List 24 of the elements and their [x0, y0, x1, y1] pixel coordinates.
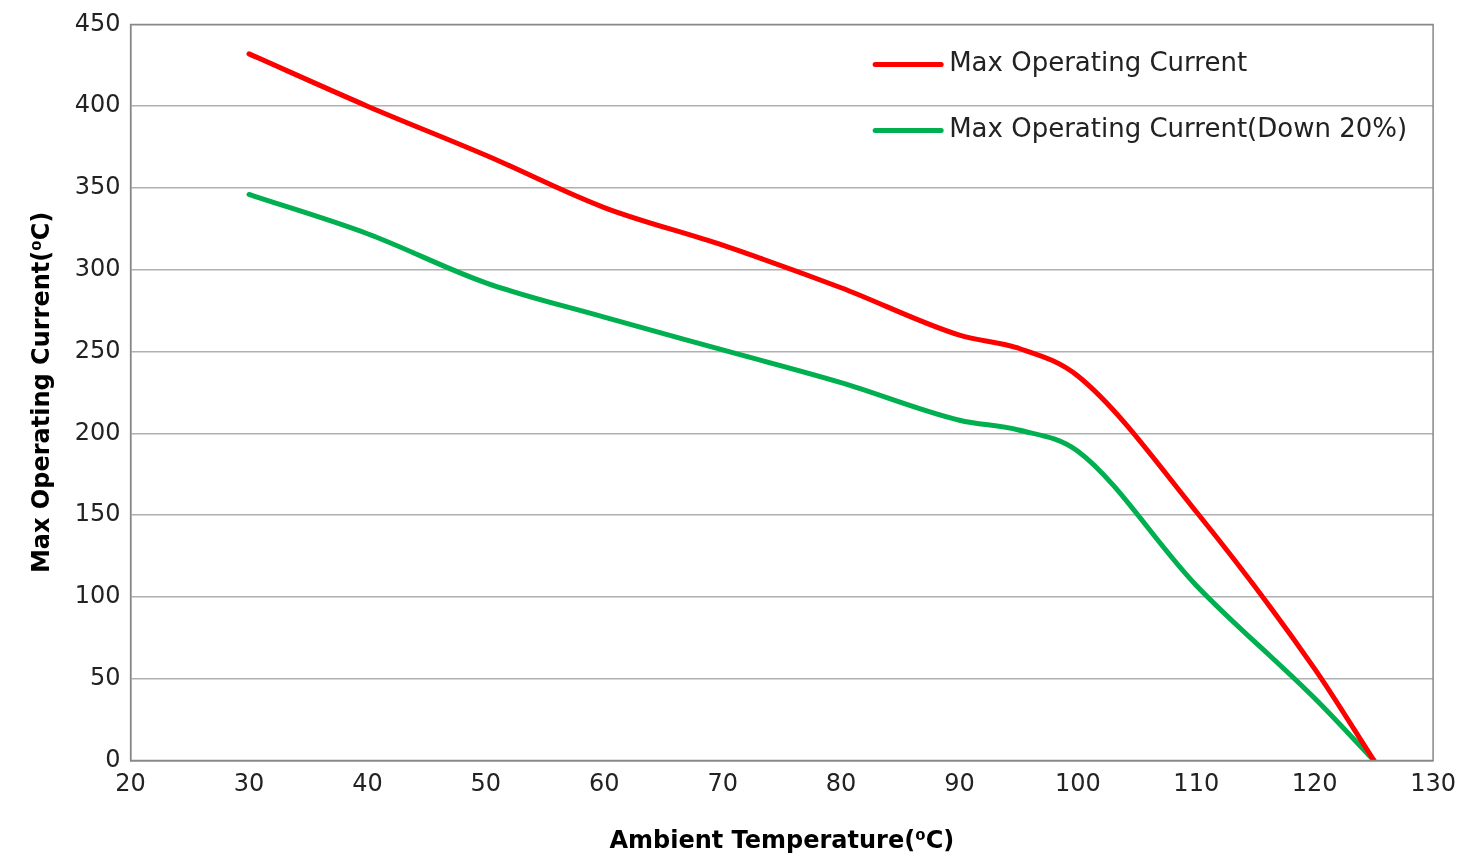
- x-tick-label: 30: [233, 769, 265, 798]
- y-tick-label: 200: [74, 417, 121, 446]
- legend-label: Max Operating Current(Down 20%): [949, 113, 1408, 144]
- x-tick-label: 110: [1173, 769, 1220, 798]
- y-tick-label: 150: [74, 499, 121, 528]
- y-tick-label: 400: [74, 90, 121, 119]
- x-tick-label: 130: [1410, 769, 1456, 798]
- x-tick-label: 50: [470, 769, 502, 798]
- x-tick-label: 40: [352, 769, 383, 798]
- x-tick-label: 120: [1291, 769, 1338, 798]
- x-tick-label: 60: [588, 769, 620, 798]
- y-tick-label: 300: [74, 253, 121, 282]
- x-axis-title: Ambient Temperature(⁰C): [609, 825, 955, 854]
- x-tick-label: 100: [1054, 769, 1101, 798]
- y-tick-label: 450: [74, 8, 121, 37]
- legend-label: Max Operating Current: [949, 47, 1248, 78]
- y-tick-label: 350: [74, 172, 121, 201]
- x-tick-label: 90: [944, 769, 975, 798]
- y-tick-label: 50: [90, 662, 121, 691]
- y-axis-title: Max Operating Current(⁰C): [26, 211, 55, 574]
- y-tick-label: 100: [74, 581, 121, 610]
- y-tick-label: 250: [74, 335, 121, 364]
- x-tick-label: 80: [825, 769, 857, 798]
- x-tick-label: 70: [707, 769, 738, 798]
